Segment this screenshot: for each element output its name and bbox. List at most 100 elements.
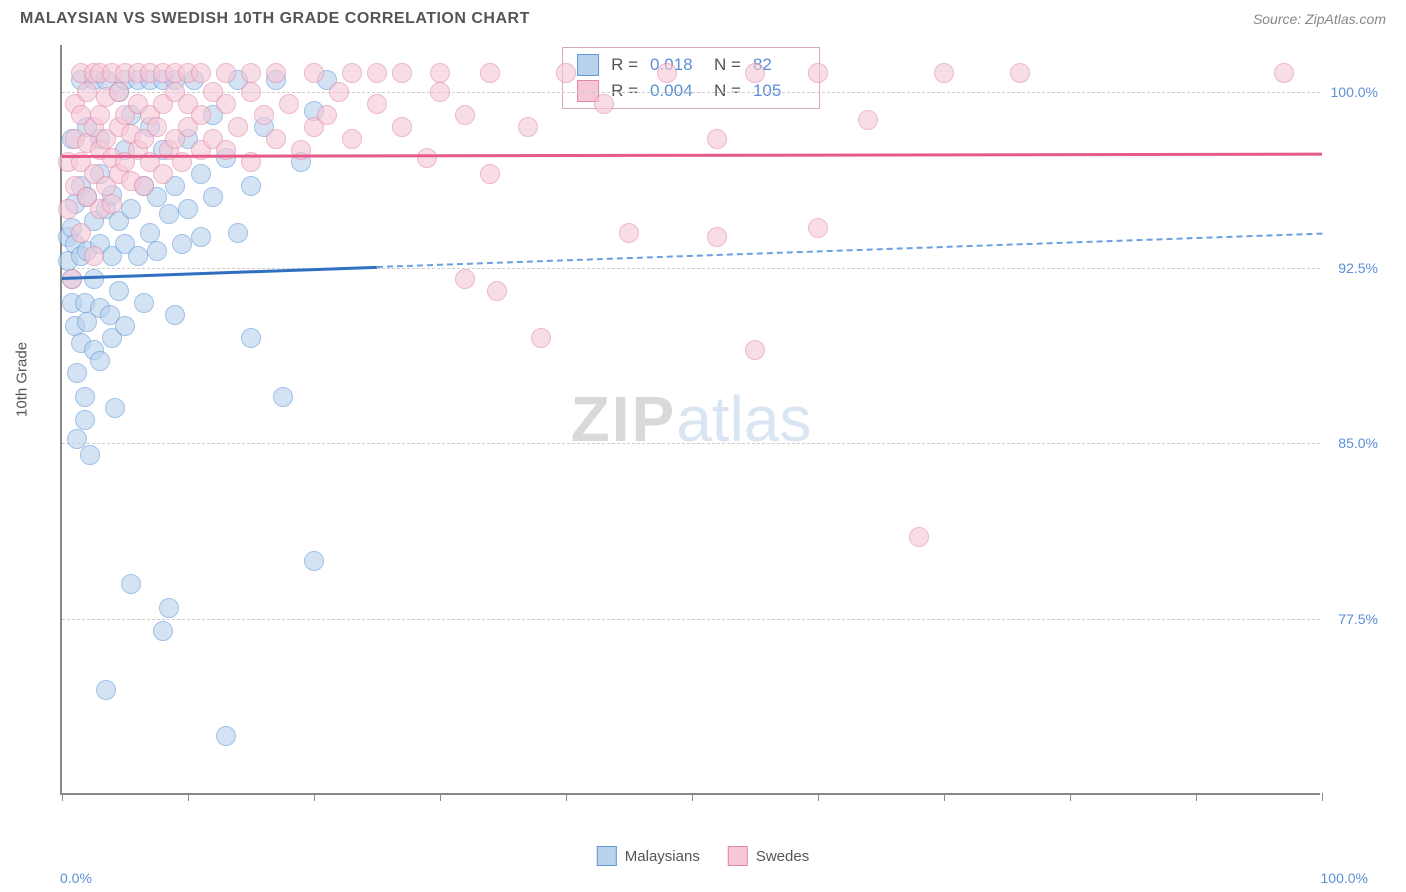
scatter-point (75, 410, 95, 430)
scatter-point (619, 223, 639, 243)
scatter-point (808, 218, 828, 238)
plot-area: ZIPatlas R =0.018N =82R =0.004N =105 77.… (60, 45, 1320, 795)
scatter-point (254, 105, 274, 125)
scatter-point (84, 246, 104, 266)
scatter-point (178, 199, 198, 219)
scatter-point (241, 82, 261, 102)
scatter-point (77, 82, 97, 102)
scatter-point (707, 129, 727, 149)
scatter-point (480, 164, 500, 184)
scatter-point (109, 281, 129, 301)
scatter-point (266, 63, 286, 83)
scatter-point (909, 527, 929, 547)
scatter-point (191, 105, 211, 125)
scatter-point (216, 94, 236, 114)
scatter-point (858, 110, 878, 130)
scatter-point (134, 176, 154, 196)
source-attribution: Source: ZipAtlas.com (1253, 11, 1386, 27)
x-tick (692, 793, 693, 801)
legend-swatch (597, 846, 617, 866)
scatter-point (121, 574, 141, 594)
gridline-h (62, 268, 1320, 269)
scatter-point (745, 63, 765, 83)
legend-label: Swedes (756, 848, 809, 865)
scatter-point (109, 82, 129, 102)
scatter-point (745, 340, 765, 360)
legend-swatch (728, 846, 748, 866)
scatter-point (518, 117, 538, 137)
scatter-point (430, 82, 450, 102)
scatter-point (417, 148, 437, 168)
scatter-point (134, 293, 154, 313)
scatter-point (228, 223, 248, 243)
x-tick (314, 793, 315, 801)
y-tick-label: 100.0% (1331, 84, 1378, 100)
scatter-point (191, 63, 211, 83)
scatter-point (90, 105, 110, 125)
scatter-point (342, 63, 362, 83)
scatter-point (304, 551, 324, 571)
scatter-point (121, 199, 141, 219)
scatter-point (329, 82, 349, 102)
stats-n-label: N = (714, 55, 741, 75)
gridline-h (62, 443, 1320, 444)
legend-label: Malaysians (625, 848, 700, 865)
watermark: ZIPatlas (571, 382, 812, 456)
scatter-point (430, 63, 450, 83)
scatter-point (392, 117, 412, 137)
scatter-point (80, 445, 100, 465)
scatter-point (367, 94, 387, 114)
scatter-point (273, 387, 293, 407)
x-tick (566, 793, 567, 801)
x-tick (188, 793, 189, 801)
scatter-point (67, 363, 87, 383)
scatter-point (241, 176, 261, 196)
scatter-point (279, 94, 299, 114)
scatter-point (140, 223, 160, 243)
scatter-point (165, 305, 185, 325)
trend-line (377, 232, 1322, 267)
y-axis-title: 10th Grade (14, 342, 31, 417)
scatter-point (1010, 63, 1030, 83)
scatter-point (342, 129, 362, 149)
scatter-point (84, 269, 104, 289)
scatter-point (304, 63, 324, 83)
stats-r-label: R = (611, 55, 638, 75)
x-tick (1196, 793, 1197, 801)
scatter-point (934, 63, 954, 83)
scatter-point (153, 164, 173, 184)
chart-title: MALAYSIAN VS SWEDISH 10TH GRADE CORRELAT… (20, 10, 530, 28)
scatter-point (216, 63, 236, 83)
scatter-point (147, 117, 167, 137)
scatter-point (808, 63, 828, 83)
scatter-point (367, 63, 387, 83)
scatter-point (228, 117, 248, 137)
scatter-point (159, 598, 179, 618)
y-tick-label: 85.0% (1338, 435, 1378, 451)
scatter-point (75, 387, 95, 407)
scatter-point (191, 227, 211, 247)
chart-header: MALAYSIAN VS SWEDISH 10TH GRADE CORRELAT… (0, 0, 1406, 34)
scatter-point (96, 680, 116, 700)
scatter-point (480, 63, 500, 83)
scatter-point (531, 328, 551, 348)
scatter-point (105, 398, 125, 418)
x-tick-label-max: 100.0% (1321, 870, 1368, 886)
scatter-point (191, 164, 211, 184)
legend-swatch (577, 54, 599, 76)
scatter-point (657, 63, 677, 83)
scatter-point (317, 105, 337, 125)
scatter-point (392, 63, 412, 83)
x-tick (440, 793, 441, 801)
scatter-point (128, 246, 148, 266)
scatter-point (159, 204, 179, 224)
scatter-point (58, 199, 78, 219)
x-tick-label-min: 0.0% (60, 870, 92, 886)
gridline-h (62, 619, 1320, 620)
y-tick-label: 77.5% (1338, 611, 1378, 627)
scatter-point (266, 129, 286, 149)
legend-item: Swedes (728, 846, 809, 866)
x-tick (1070, 793, 1071, 801)
scatter-point (707, 227, 727, 247)
legend-item: Malaysians (597, 846, 700, 866)
